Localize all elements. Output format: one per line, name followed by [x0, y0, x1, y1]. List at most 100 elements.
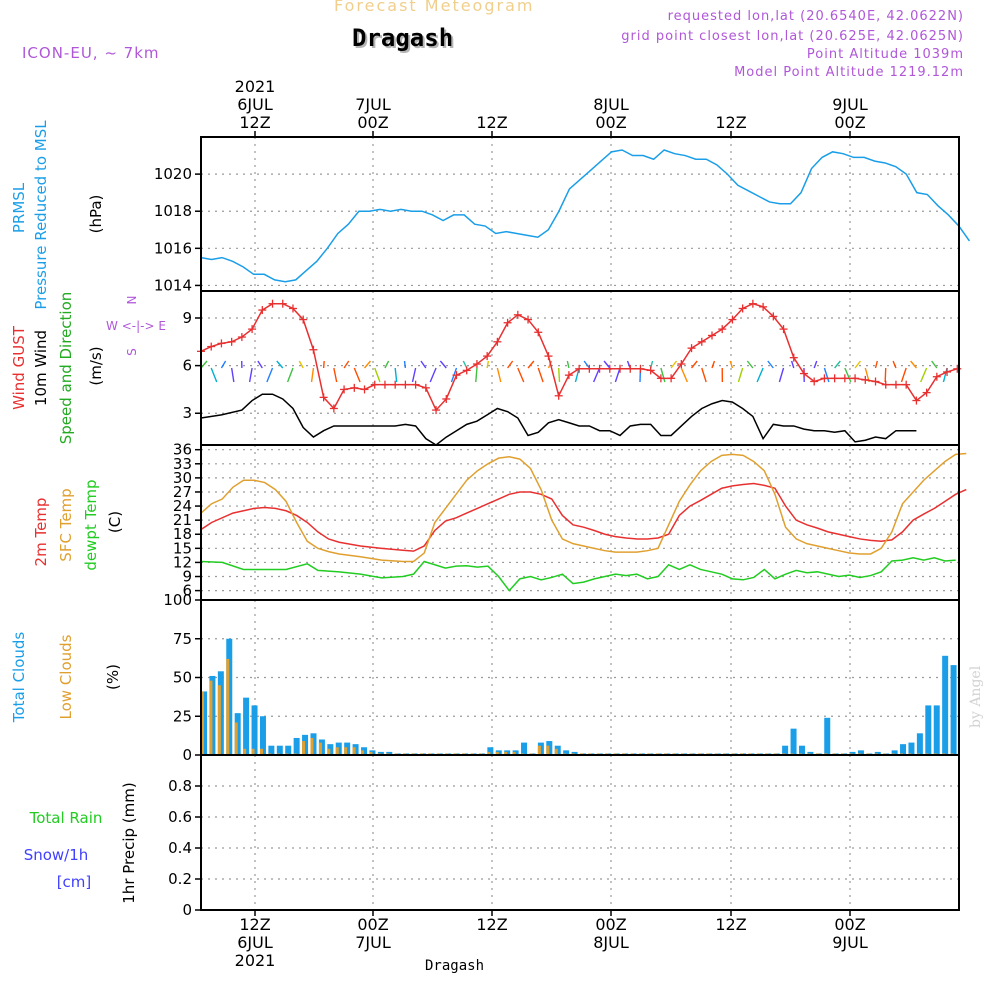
wind-arrow — [874, 360, 878, 369]
wind-arrow — [210, 367, 218, 383]
wind-arrow — [286, 367, 294, 383]
panel-clouds — [254, 600, 851, 755]
panel-border-pressure — [200, 136, 960, 292]
low-cloud-bar — [344, 747, 348, 755]
y-tick-label: 75 — [173, 630, 192, 648]
dewpt-label: dewpt Temp — [82, 479, 100, 570]
low-cloud-bar — [369, 751, 373, 755]
y-tick-label: 9 — [182, 309, 192, 327]
wind-arrow — [517, 367, 525, 383]
y-tick-label: 24 — [173, 497, 192, 515]
wind-arrow — [486, 360, 490, 369]
time-day-label: 7JUL — [355, 933, 391, 952]
compass-s: S — [125, 348, 139, 356]
total-cloud-bar — [925, 705, 932, 755]
footer-location: Dragash — [425, 958, 485, 974]
low-cloud-bar — [504, 751, 508, 755]
low-cloud-bar — [495, 751, 499, 755]
wind-arrow — [660, 367, 666, 383]
low-cloud-bar — [512, 751, 516, 755]
wind-arrow — [537, 367, 544, 383]
y-tick-label: 18 — [173, 525, 192, 543]
low-cloud-bar — [251, 748, 255, 755]
wind-arrow — [701, 367, 707, 383]
low-cloud-bar — [361, 750, 365, 755]
y-tick-label: 1018 — [154, 202, 192, 220]
panel-precip — [254, 755, 851, 910]
wind-arrow — [583, 360, 590, 369]
model-altitude: Model Point Altitude 1219.12m — [734, 65, 964, 80]
time-day-label: 6JUL — [237, 933, 273, 952]
low-cloud-bar — [259, 748, 263, 755]
y-tick-label: 6 — [182, 582, 192, 600]
time-hour-label: 00Z — [595, 915, 626, 934]
time-hour-label: 00Z — [595, 113, 626, 132]
y-tick-label: 0.2 — [168, 870, 192, 888]
time-hour-label: 00Z — [834, 113, 865, 132]
low-cloud-bar — [487, 751, 491, 755]
wind-arrow — [527, 360, 535, 369]
time-hour-label: 00Z — [357, 113, 388, 132]
wind-arrow — [566, 360, 570, 369]
wind-arrow — [729, 360, 734, 369]
y-tick-label: 15 — [173, 539, 192, 557]
wind-speed-line — [200, 393, 917, 446]
total-cloud-bar — [293, 737, 300, 755]
point-altitude: Point Altitude 1039m — [806, 47, 964, 62]
precip-unit: 1hr Precip (mm) — [120, 782, 138, 903]
gust-label: Wind GUST — [10, 325, 28, 410]
time-hour-label: 12Z — [476, 915, 507, 934]
wind-arrow — [756, 367, 764, 383]
total-cloud-bar — [259, 716, 266, 755]
wind-arrow — [394, 367, 398, 383]
low-cloud-bar — [201, 691, 204, 755]
time-hour-label: 12Z — [239, 915, 270, 934]
wind-arrow — [603, 360, 611, 369]
y-tick-label: 0 — [182, 746, 192, 764]
pressure-line — [200, 149, 971, 283]
y-tick-label: 0.4 — [168, 839, 192, 857]
wind-arrow — [363, 360, 372, 369]
closest-coords: grid point closest lon,lat (20.625E, 42.… — [621, 29, 964, 44]
temp-line-1 — [200, 452, 967, 563]
y-tick-label: 3 — [182, 404, 192, 422]
panel-wind — [254, 291, 851, 445]
y-tick-label: 0.6 — [168, 808, 192, 826]
y-tick-label: 1016 — [154, 239, 192, 257]
panel-temperature — [254, 445, 851, 600]
y-tick-label: 0 — [182, 901, 192, 919]
wind-arrow — [691, 360, 698, 369]
temp-line-2 — [200, 556, 956, 592]
y-tick-label: 1020 — [154, 165, 192, 183]
total-cloud-bar — [276, 745, 283, 755]
wind-arrow — [823, 367, 830, 383]
cloud-bars — [201, 638, 957, 755]
wind-direction-arrows — [200, 360, 948, 383]
time-hour-label: 00Z — [357, 915, 388, 934]
time-hour-label: 12Z — [715, 915, 746, 934]
total-cloud-bar — [268, 745, 275, 755]
y-tick-label: 1014 — [154, 276, 192, 294]
panel-border-precip — [200, 754, 960, 911]
total-cloud-bar — [824, 717, 831, 755]
time-day-label: 6JUL — [237, 95, 273, 114]
wind-arrow — [790, 360, 795, 369]
total-cloud-bar — [798, 745, 805, 755]
pressure-label-2: Pressure Reduced to MSL — [32, 120, 50, 310]
direction-label: Speed and Direction — [57, 292, 75, 445]
wind-arrow — [558, 367, 561, 383]
wind-arrow — [220, 360, 227, 369]
wind-arrow — [614, 367, 621, 383]
time-day-label: 9JUL — [832, 95, 868, 114]
total-cloud-bar — [243, 697, 250, 755]
wind-arrow — [384, 360, 390, 369]
pressure-unit: (hPa) — [87, 195, 105, 234]
wind-arrow — [496, 367, 502, 383]
axis-pressure: 1014 1016 1018 1020 — [154, 165, 959, 294]
wind-arrow — [276, 360, 284, 369]
y-tick-label: 100 — [163, 591, 192, 609]
y-tick-label: 36 — [173, 441, 192, 459]
